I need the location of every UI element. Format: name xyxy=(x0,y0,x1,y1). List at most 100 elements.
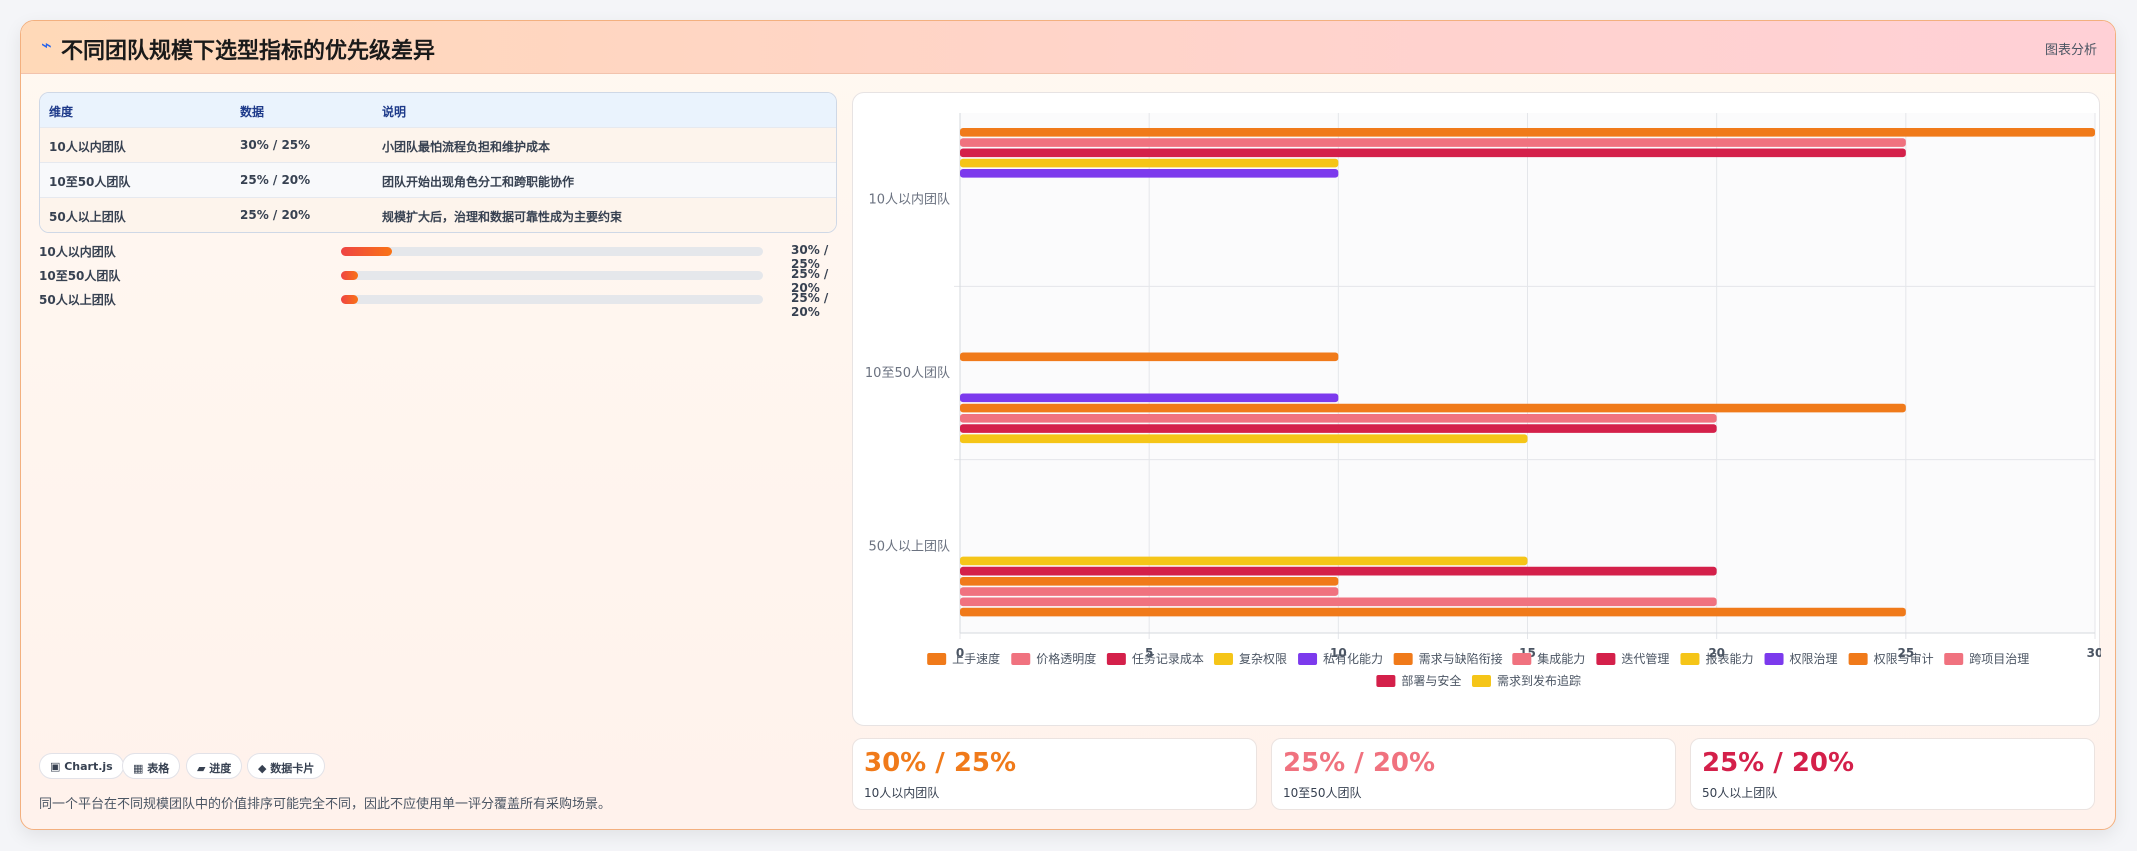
x-tick-label: 25 xyxy=(1897,646,1914,660)
legend-swatch xyxy=(1764,653,1784,665)
chip-table[interactable]: ▦ 表格 xyxy=(122,753,181,779)
kpi-value: 30% / 25% xyxy=(864,748,1017,778)
x-tick-label: 5 xyxy=(1145,646,1153,660)
table-cell: 10人以内团队 xyxy=(49,140,126,154)
kpi-card: 30% / 25% 10人以内团队 xyxy=(852,738,1257,810)
legend-swatch xyxy=(927,653,947,665)
bar xyxy=(960,148,1906,158)
bar xyxy=(960,556,1528,566)
legend-label: 复杂权限 xyxy=(1239,652,1287,666)
header-tag: 图表分析 xyxy=(2044,43,2097,58)
kpi-value: 25% / 20% xyxy=(1283,748,1436,778)
bar xyxy=(960,393,1339,403)
legend-swatch xyxy=(1298,653,1318,665)
progress-fill xyxy=(341,271,358,280)
x-tick-label: 0 xyxy=(956,646,964,660)
legend-label: 任务记录成本 xyxy=(1132,651,1204,666)
table-header-cell: 说明 xyxy=(382,105,407,119)
legend-label: 权限治理 xyxy=(1790,652,1838,666)
legend-swatch xyxy=(1596,653,1616,665)
table-cell: 小团队最怕流程负担和维护成本 xyxy=(382,140,551,154)
kpi-card: 25% / 20% 10至50人团队 xyxy=(1271,738,1676,810)
kpi-label: 10人以内团队 xyxy=(864,786,940,800)
chip-chartjs[interactable]: ▣ Chart.js xyxy=(39,753,124,779)
legend-label: 需求与缺陷衔接 xyxy=(1419,651,1503,666)
table-header-cell: 数据 xyxy=(240,105,265,119)
legend-label: 价格透明度 xyxy=(1036,651,1096,666)
progress-label: 10至50人团队 xyxy=(39,269,121,283)
progress-label: 50人以上团队 xyxy=(39,293,116,307)
progress-item: 50人以上团队 25% / 20% xyxy=(39,291,839,319)
chart-svg: 05101520253010人以内团队10至50人团队50人以上团队上手速度价格… xyxy=(865,113,2101,688)
progress-item: 10人以内团队 30% / 25% xyxy=(39,243,839,271)
progress-track xyxy=(341,295,763,304)
legend-label: 集成能力 xyxy=(1537,651,1585,666)
legend-swatch xyxy=(1393,653,1413,665)
bar-chart: 05101520253010人以内团队10至50人团队50人以上团队上手速度价格… xyxy=(852,92,2101,726)
legend-swatch xyxy=(1106,653,1126,665)
legend-swatch xyxy=(1680,653,1700,665)
bar xyxy=(960,168,1339,178)
kpi-label: 50人以上团队 xyxy=(1702,786,1778,800)
legend-swatch xyxy=(1944,653,1964,665)
legend-label: 权限与审计 xyxy=(1874,651,1934,666)
legend-swatch xyxy=(1512,653,1532,665)
table-row: 10人以内团队 30% / 25% 小团队最怕流程负担和维护成本 xyxy=(40,128,836,163)
table-cell: 10至50人团队 xyxy=(49,175,131,189)
bar xyxy=(960,577,1339,586)
legend-swatch xyxy=(1848,653,1868,665)
bar xyxy=(960,128,2095,137)
legend-swatch xyxy=(1213,653,1233,665)
legend-swatch xyxy=(1471,675,1491,687)
table-cell: 25% / 20% xyxy=(240,208,311,222)
kpi-value: 25% / 20% xyxy=(1702,748,1855,778)
progress-fill xyxy=(341,295,358,304)
progress-track xyxy=(341,247,763,256)
table-cell: 25% / 20% xyxy=(240,173,311,187)
card-title: 不同团队规模下选型指标的优先级差异 xyxy=(61,39,436,64)
y-tick-label: 10至50人团队 xyxy=(865,366,950,381)
y-tick-label: 50人以上团队 xyxy=(868,539,950,554)
table-header-row: 维度 数据 说明 xyxy=(40,93,836,128)
x-tick-label: 20 xyxy=(1708,646,1725,660)
table-cell: 规模扩大后，治理和数据可靠性成为主要约束 xyxy=(382,210,623,224)
bar xyxy=(960,566,1717,576)
bar xyxy=(960,138,1906,147)
legend-label: 报表能力 xyxy=(1705,651,1753,666)
bar xyxy=(960,424,1717,433)
progress-track xyxy=(341,271,763,280)
data-table: 维度 数据 说明 10人以内团队 30% / 25% 小团队最怕流程负担和维护成… xyxy=(39,92,837,233)
bar xyxy=(960,413,1717,423)
chip-progress[interactable]: ▰ 进度 xyxy=(186,753,243,779)
y-tick-label: 10人以内团队 xyxy=(868,192,950,208)
progress-item: 10至50人团队 25% / 20% xyxy=(39,267,839,295)
progress-value: 25% / 20% xyxy=(791,291,829,319)
bar xyxy=(960,597,1717,607)
chart-card: ⌁ 不同团队规模下选型指标的优先级差异 图表分析 维度 数据 说明 10人以内团… xyxy=(20,20,2116,830)
legend-swatch xyxy=(1011,653,1031,665)
legend-label: 迭代管理 xyxy=(1621,651,1669,666)
progress-label: 10人以内团队 xyxy=(39,245,116,259)
progress-value: 30% / 25% xyxy=(791,243,829,271)
footer-note: 同一个平台在不同规模团队中的价值排序可能完全不同，因此不应使用单一评分覆盖所有采… xyxy=(39,797,612,812)
legend-label: 上手速度 xyxy=(952,651,1000,666)
table-row: 50人以上团队 25% / 20% 规模扩大后，治理和数据可靠性成为主要约束 xyxy=(40,198,836,232)
bar xyxy=(960,607,1906,617)
kpi-label: 10至50人团队 xyxy=(1283,786,1362,800)
bar xyxy=(960,158,1339,168)
x-tick-label: 10 xyxy=(1330,646,1347,660)
bar xyxy=(960,587,1339,596)
kpi-card: 25% / 20% 50人以上团队 xyxy=(1690,738,2095,810)
bar xyxy=(960,434,1528,444)
table-header-cell: 维度 xyxy=(49,105,74,119)
progress-value: 25% / 20% xyxy=(791,267,829,295)
table-cell: 50人以上团队 xyxy=(49,210,126,224)
lightning-icon: ⌁ xyxy=(41,35,52,56)
legend-label: 需求到发布追踪 xyxy=(1497,673,1581,688)
chip-data-card[interactable]: ◆ 数据卡片 xyxy=(247,753,326,779)
progress-fill xyxy=(341,247,392,256)
legend-label: 部署与安全 xyxy=(1401,673,1461,688)
bar xyxy=(960,403,1906,413)
bar xyxy=(960,352,1339,362)
legend-swatch xyxy=(1376,675,1396,687)
